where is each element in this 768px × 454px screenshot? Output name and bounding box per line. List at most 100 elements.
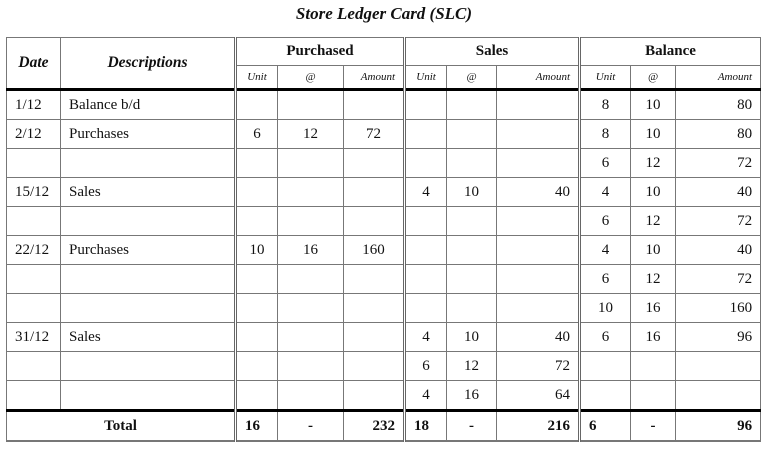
cell-sales-amount: 40 xyxy=(496,177,581,207)
cell-balance-amount: 40 xyxy=(675,177,762,207)
cell-balance-unit: 6 xyxy=(578,322,632,352)
table-row: 22/12 Purchases 10 16 160 4 10 40 xyxy=(6,235,762,265)
header-unit: Unit xyxy=(403,65,448,90)
cell-description: Purchases xyxy=(60,235,236,265)
cell-balance-amount xyxy=(675,380,762,411)
cell-purchased-rate xyxy=(277,88,344,120)
cell-balance-amount: 160 xyxy=(675,293,762,323)
header-descriptions: Descriptions xyxy=(60,37,236,90)
header-date: Date xyxy=(6,37,61,90)
cell-sales-unit xyxy=(403,148,448,178)
cell-purchased-rate xyxy=(277,380,344,411)
cell-purchased-rate xyxy=(277,264,344,294)
table-row: 4 16 64 xyxy=(6,380,762,411)
cell-sales-unit: 4 xyxy=(403,177,448,207)
cell-balance-unit: 8 xyxy=(578,88,632,120)
cell-purchased-rate xyxy=(277,177,344,207)
cell-purchased-amount xyxy=(342,206,406,236)
cell-balance-unit: 10 xyxy=(578,293,632,323)
cell-balance-rate xyxy=(630,380,677,411)
cell-sales-rate xyxy=(446,148,498,178)
cell-purchased-amount xyxy=(342,177,406,207)
cell-balance-unit xyxy=(578,380,632,411)
cell-sales-rate: 12 xyxy=(446,351,498,381)
cell-date xyxy=(6,206,61,236)
cell-sales-rate: 10 xyxy=(446,322,498,352)
cell-date xyxy=(6,264,61,294)
cell-balance-rate: 10 xyxy=(630,235,677,265)
cell-balance-amount: 80 xyxy=(675,88,762,120)
table-row: 2/12 Purchases 6 12 72 8 10 80 xyxy=(6,119,762,149)
cell-sales-amount xyxy=(496,264,581,294)
cell-purchased-amount xyxy=(342,264,406,294)
cell-sales-amount xyxy=(496,119,581,149)
total-purchased-rate: - xyxy=(277,409,344,442)
cell-purchased-unit xyxy=(234,380,278,411)
cell-sales-unit xyxy=(403,264,448,294)
cell-description xyxy=(60,380,236,411)
total-balance-amount: 96 xyxy=(675,409,762,442)
cell-balance-amount xyxy=(675,351,762,381)
cell-date: 22/12 xyxy=(6,235,61,265)
cell-purchased-rate: 12 xyxy=(277,119,344,149)
cell-purchased-amount xyxy=(342,148,406,178)
cell-sales-rate: 10 xyxy=(446,177,498,207)
table-row: 15/12 Sales 4 10 40 4 10 40 xyxy=(6,177,762,207)
cell-description xyxy=(60,293,236,323)
table-row: 6 12 72 xyxy=(6,206,762,236)
cell-sales-rate xyxy=(446,206,498,236)
cell-purchased-unit xyxy=(234,206,278,236)
cell-balance-amount: 80 xyxy=(675,119,762,149)
header-unit: Unit xyxy=(234,65,278,90)
cell-date xyxy=(6,148,61,178)
total-purchased-amount: 232 xyxy=(342,409,406,442)
cell-date xyxy=(6,380,61,411)
cell-sales-rate xyxy=(446,235,498,265)
cell-date: 31/12 xyxy=(6,322,61,352)
cell-purchased-amount: 160 xyxy=(342,235,406,265)
total-balance-rate: - xyxy=(630,409,677,442)
cell-purchased-unit xyxy=(234,264,278,294)
cell-balance-amount: 72 xyxy=(675,206,762,236)
total-balance-unit: 6 xyxy=(578,409,632,442)
cell-purchased-amount xyxy=(342,293,406,323)
cell-balance-unit: 6 xyxy=(578,148,632,178)
cell-purchased-amount xyxy=(342,322,406,352)
cell-balance-rate: 12 xyxy=(630,264,677,294)
cell-balance-unit: 4 xyxy=(578,177,632,207)
cell-balance-amount: 72 xyxy=(675,148,762,178)
store-ledger-table: Date Descriptions Purchased Sales Balanc… xyxy=(6,37,762,442)
cell-sales-amount xyxy=(496,88,581,120)
cell-date: 15/12 xyxy=(6,177,61,207)
cell-date: 1/12 xyxy=(6,88,61,120)
cell-sales-amount: 72 xyxy=(496,351,581,381)
total-purchased-unit: 16 xyxy=(234,409,278,442)
cell-sales-unit xyxy=(403,206,448,236)
cell-purchased-rate xyxy=(277,351,344,381)
cell-sales-amount: 40 xyxy=(496,322,581,352)
cell-sales-rate xyxy=(446,119,498,149)
cell-sales-amount xyxy=(496,293,581,323)
cell-sales-amount xyxy=(496,206,581,236)
cell-date xyxy=(6,351,61,381)
cell-sales-amount xyxy=(496,235,581,265)
cell-sales-unit: 6 xyxy=(403,351,448,381)
cell-purchased-rate xyxy=(277,148,344,178)
cell-balance-rate: 16 xyxy=(630,322,677,352)
cell-purchased-amount xyxy=(342,351,406,381)
cell-balance-rate: 10 xyxy=(630,177,677,207)
cell-sales-unit: 4 xyxy=(403,322,448,352)
cell-sales-unit xyxy=(403,88,448,120)
cell-balance-unit xyxy=(578,351,632,381)
header-sales: Sales xyxy=(403,37,581,66)
cell-description: Sales xyxy=(60,177,236,207)
table-row: 6 12 72 xyxy=(6,148,762,178)
cell-purchased-rate xyxy=(277,293,344,323)
cell-sales-unit xyxy=(403,293,448,323)
total-sales-rate: - xyxy=(446,409,498,442)
cell-description xyxy=(60,264,236,294)
table-row: 31/12 Sales 4 10 40 6 16 96 xyxy=(6,322,762,352)
cell-purchased-unit xyxy=(234,148,278,178)
total-label: Total xyxy=(6,409,236,442)
cell-date: 2/12 xyxy=(6,119,61,149)
